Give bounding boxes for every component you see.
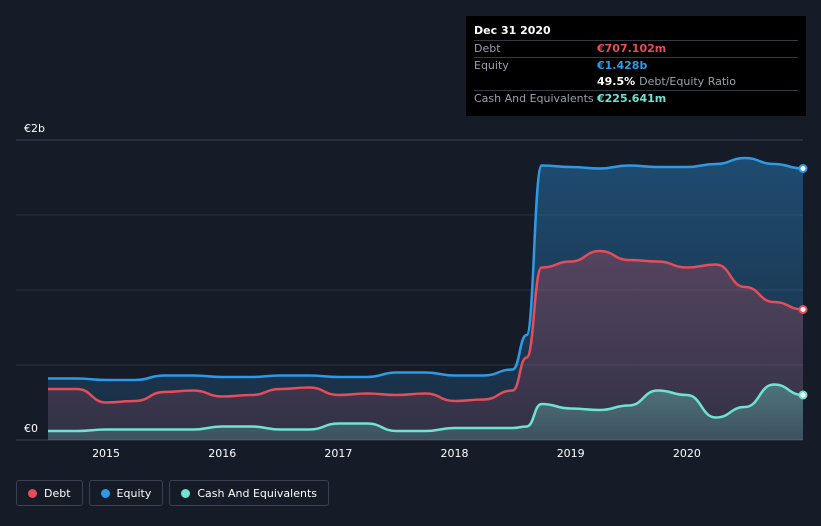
cash-area <box>48 384 803 440</box>
cash-dot-icon <box>181 488 191 498</box>
legend-equity-label: Equity <box>116 486 152 500</box>
debt-end-marker <box>798 305 808 314</box>
legend-debt[interactable]: Debt <box>16 480 83 506</box>
x-tick-label: 2019 <box>557 447 585 460</box>
y-tick-label: €0 <box>24 422 38 435</box>
debt-area <box>48 251 803 440</box>
tooltip-cash-row: Cash And Equivalents €225.641m <box>474 90 798 107</box>
cash-line <box>48 383 804 433</box>
tooltip-equity-label: Equity <box>474 59 509 72</box>
tooltip-debt-value: €707.102m <box>597 42 667 55</box>
x-tick-label: 2020 <box>673 447 701 460</box>
debt-line <box>48 249 804 404</box>
legend-debt-label: Debt <box>44 486 71 500</box>
x-tick-label: 2016 <box>208 447 236 460</box>
tooltip-ratio-label: Debt/Equity Ratio <box>639 75 736 88</box>
tooltip-cash-label: Cash And Equivalents <box>474 92 594 105</box>
tooltip-cash-value: €225.641m <box>597 92 667 105</box>
equity-end-marker <box>798 164 808 173</box>
tooltip-equity-row: Equity €1.428b <box>474 57 798 74</box>
tooltip-ratio-value: 49.5% <box>597 75 636 88</box>
legend-cash[interactable]: Cash And Equivalents <box>169 480 329 506</box>
tooltip-equity-value: €1.428b <box>597 59 648 72</box>
debt-dot-icon <box>28 488 37 498</box>
x-tick-label: 2018 <box>441 447 469 460</box>
tooltip-date: Dec 31 2020 <box>474 24 551 37</box>
legend-cash-label: Cash And Equivalents <box>197 486 317 500</box>
tooltip-ratio-row: 49.5% Debt/Equity Ratio <box>474 74 798 90</box>
legend-equity[interactable]: Equity <box>88 480 164 506</box>
tooltip-debt-label: Debt <box>474 42 501 55</box>
cash-end-marker <box>798 390 808 400</box>
x-tick-label: 2015 <box>92 447 120 460</box>
data-tooltip: Dec 31 2020 Debt €707.102m Equity €1.428… <box>466 16 806 116</box>
chart-legend: Debt Equity Cash And Equivalents <box>16 480 329 506</box>
equity-dot-icon <box>100 488 110 498</box>
tooltip-debt-row: Debt €707.102m <box>474 40 798 57</box>
x-tick-label: 2017 <box>324 447 352 460</box>
equity-line <box>48 156 804 382</box>
y-tick-label: €2b <box>24 122 45 135</box>
